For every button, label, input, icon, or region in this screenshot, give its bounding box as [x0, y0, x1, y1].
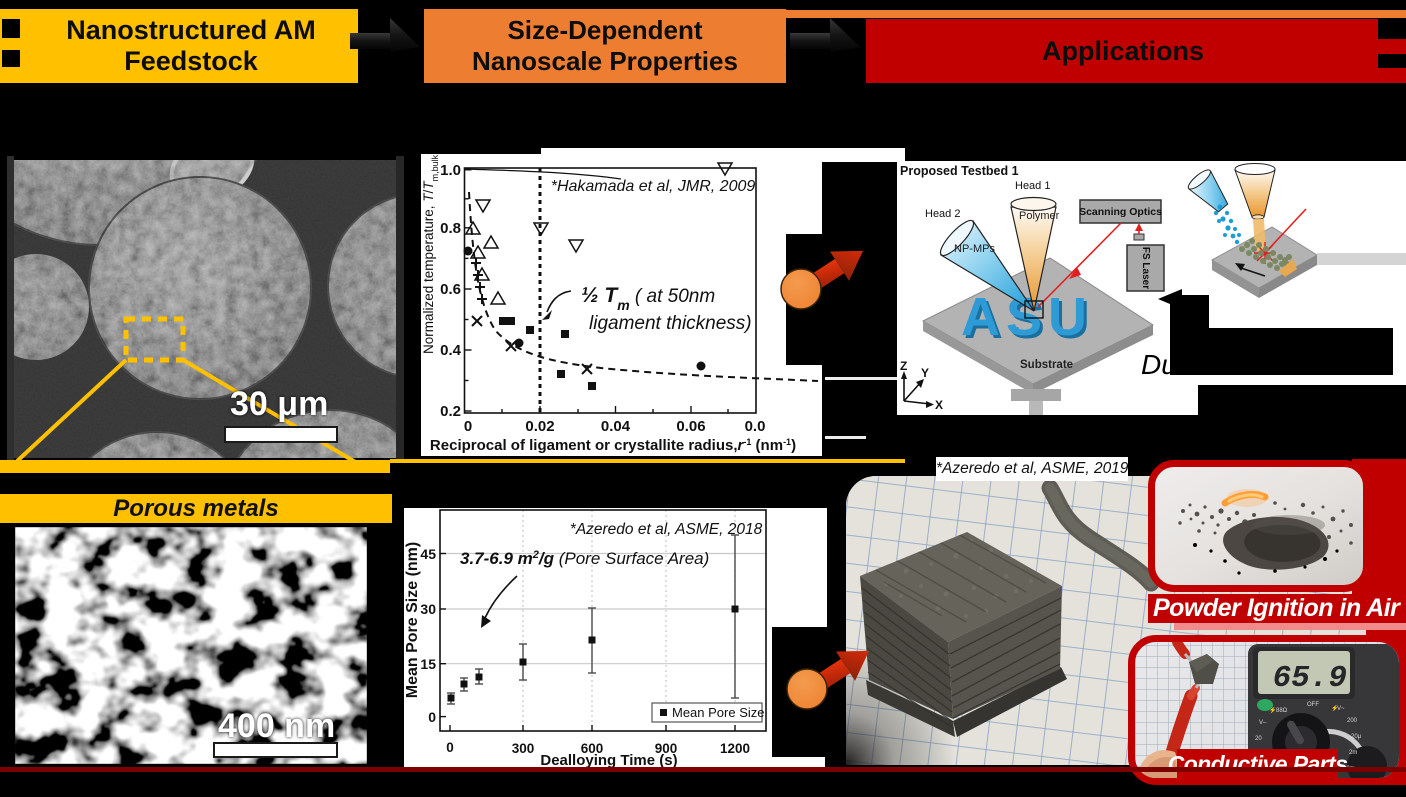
svg-text:ASU: ASU: [961, 287, 1093, 347]
svg-text:Reciprocal of ligament or crys: Reciprocal of ligament or crystallite ra…: [430, 437, 796, 454]
svg-text:20μ: 20μ: [1351, 734, 1362, 740]
svg-text:Head 1: Head 1: [1015, 180, 1050, 192]
svg-text:Normalized temperature, T/Tm,b: Normalized temperature, T/Tm,bulk: [421, 154, 440, 354]
svg-text:3.7-6.9 m2/g (Pore Surface Are: 3.7-6.9 m2/g (Pore Surface Area): [460, 549, 709, 568]
svg-text:0.0: 0.0: [745, 418, 766, 435]
svg-text:*Azeredo et al, ASME, 2018: *Azeredo et al, ASME, 2018: [570, 521, 763, 538]
svg-text:300: 300: [512, 741, 535, 756]
svg-text:Mean Pore Size (nm): Mean Pore Size (nm): [404, 542, 421, 698]
svg-text:Mean Pore Size: Mean Pore Size: [672, 705, 765, 720]
svg-text:600: 600: [581, 741, 604, 756]
svg-text:Scanning Optics: Scanning Optics: [1079, 206, 1162, 218]
svg-text:½ Tm ( at 50nm: ½ Tm ( at 50nm: [581, 284, 715, 313]
svg-text:⚡: ⚡: [1331, 704, 1338, 712]
svg-text:Head 2: Head 2: [925, 208, 960, 220]
svg-text:45: 45: [420, 546, 436, 562]
svg-text:65.9: 65.9: [1273, 661, 1347, 696]
svg-text:V~: V~: [1337, 706, 1345, 712]
svg-text:Z: Z: [900, 359, 907, 373]
svg-text:0.02: 0.02: [525, 418, 554, 435]
svg-text:15: 15: [420, 656, 436, 672]
svg-text:88Ω: 88Ω: [1276, 708, 1288, 714]
svg-text:0.04: 0.04: [601, 418, 631, 435]
svg-text:Y: Y: [921, 366, 929, 380]
svg-text:NP-MPs: NP-MPs: [954, 243, 995, 255]
svg-text:0.8: 0.8: [440, 220, 461, 237]
svg-text:Substrate: Substrate: [1020, 359, 1073, 371]
svg-text:X: X: [935, 398, 943, 412]
svg-text:Proposed Testbed 1: Proposed Testbed 1: [900, 164, 1019, 178]
svg-text:20: 20: [1255, 736, 1262, 742]
svg-text:0.2: 0.2: [440, 403, 461, 420]
svg-text:0: 0: [428, 709, 436, 725]
svg-text:0: 0: [446, 740, 454, 755]
svg-text:900: 900: [655, 741, 678, 756]
svg-text:⚡: ⚡: [1269, 706, 1276, 714]
svg-text:0: 0: [464, 418, 472, 435]
svg-text:0.06: 0.06: [676, 418, 705, 435]
svg-text:Polymer: Polymer: [1019, 210, 1060, 222]
svg-text:1.0: 1.0: [440, 162, 461, 179]
svg-text:0.4: 0.4: [440, 342, 462, 359]
svg-text:30: 30: [420, 601, 436, 617]
svg-text:V–: V–: [1259, 720, 1267, 726]
svg-text:2m: 2m: [1349, 750, 1357, 756]
svg-text:OFF: OFF: [1307, 702, 1319, 708]
svg-text:200: 200: [1347, 718, 1358, 724]
svg-text:1200: 1200: [720, 741, 750, 756]
svg-text:ligament thickness): ligament thickness): [589, 313, 752, 334]
svg-text:0.6: 0.6: [440, 281, 461, 298]
svg-text:FS Laser: FS Laser: [1140, 247, 1151, 289]
svg-text:*Hakamada et al, JMR, 2009: *Hakamada et al, JMR, 2009: [551, 178, 756, 195]
svg-text:Dealloying Time (s): Dealloying Time (s): [540, 752, 677, 768]
